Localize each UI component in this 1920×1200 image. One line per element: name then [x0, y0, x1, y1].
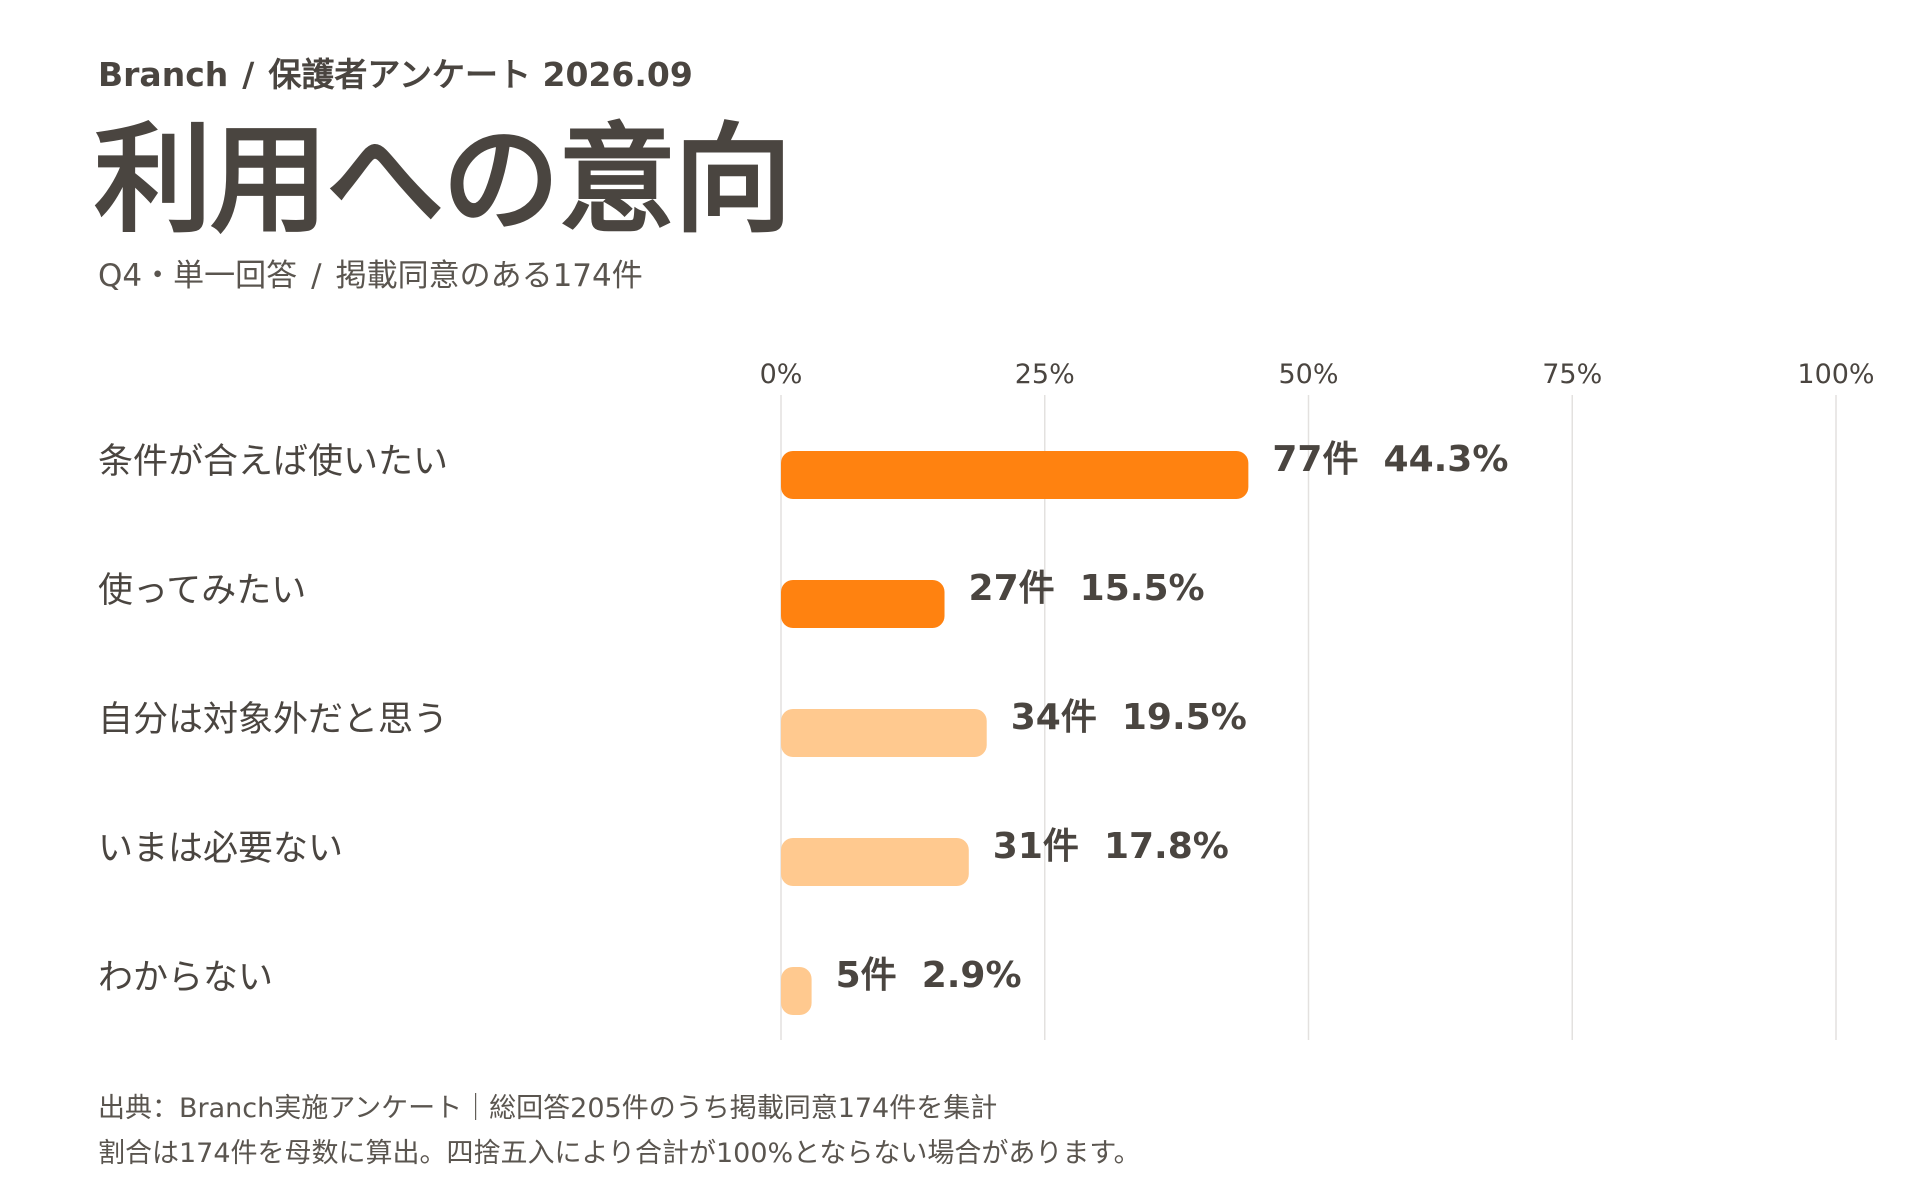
question-info: Q4・単一回答 — [98, 258, 298, 294]
footnote-source: 出典：Branch実施アンケート｜総回答205件のうち掲載同意174件を集計 — [98, 1093, 998, 1124]
bar — [781, 580, 945, 628]
brand-name: Branch — [98, 55, 229, 94]
x-tick-label: 0% — [760, 359, 803, 390]
x-tick-label: 25% — [1015, 359, 1075, 390]
data-label: 77件 44.3% — [1272, 439, 1508, 480]
x-tick-label: 50% — [1278, 359, 1338, 390]
category-label: 使ってみたい — [98, 571, 306, 611]
x-tick-label: 75% — [1542, 359, 1602, 390]
data-label: 27件 15.5% — [969, 568, 1205, 609]
breadcrumb-separator: / — [242, 55, 255, 94]
bar — [781, 967, 812, 1015]
data-label: 5件 2.9% — [836, 955, 1022, 996]
bar — [781, 838, 969, 886]
bar — [781, 451, 1249, 499]
x-tick-label: 100% — [1797, 359, 1874, 390]
data-label: 34件 19.5% — [1011, 697, 1247, 738]
page-title: 利用への意向 — [94, 111, 792, 249]
survey-name: 保護者アンケート 2026.09 — [268, 55, 693, 94]
subtitle-separator: / — [311, 258, 322, 294]
bar — [781, 709, 987, 757]
category-label: 条件が合えば使いたい — [98, 442, 448, 482]
chart-subtitle: Q4・単一回答 / 掲載同意のある174件 — [98, 250, 643, 295]
category-label: 自分は対象外だと思う — [98, 700, 448, 740]
sample-base: 掲載同意のある174件 — [335, 258, 643, 294]
bars — [781, 451, 1249, 1015]
category-label: いまは必要ない — [98, 829, 343, 869]
x-axis-ticks: 0% 25% 50% 75% 100% — [760, 359, 1875, 390]
data-label: 31件 17.8% — [993, 826, 1229, 867]
category-label: わからない — [98, 958, 273, 998]
footnote-note: 割合は174件を母数に算出。四捨五入により合計が100%とならない場合があります… — [98, 1138, 1141, 1169]
value-labels: 77件 44.3% 27件 15.5% 34件 19.5% 31件 17.8% 5件 2… — [836, 439, 1509, 996]
grid-layer — [780, 395, 1837, 1040]
breadcrumb: Branch / 保護者アンケート 2026.09 — [98, 48, 693, 96]
